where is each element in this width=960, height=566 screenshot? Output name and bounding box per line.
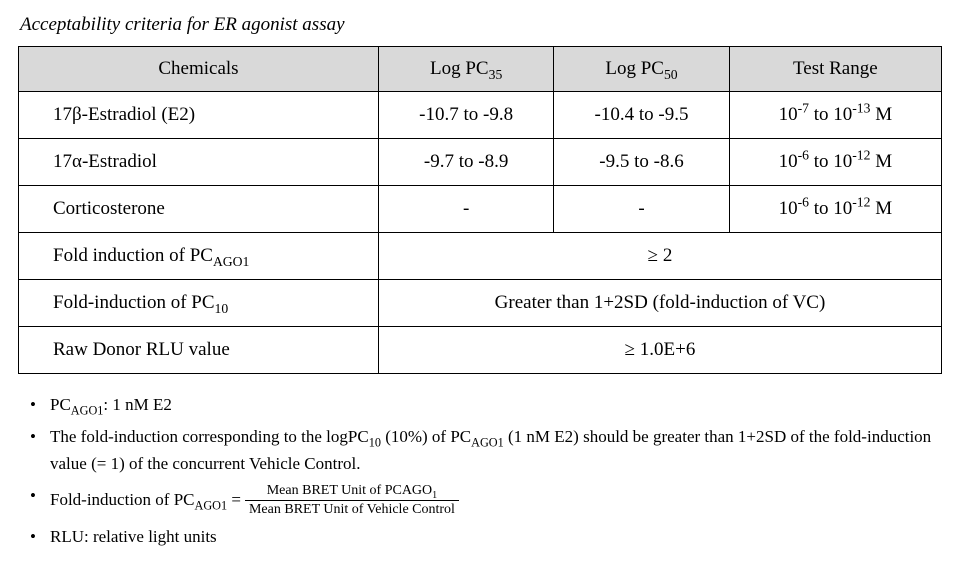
page-title: Acceptability criteria for ER agonist as… [20,14,942,36]
note-fold-explain: The fold-induction corresponding to the … [50,424,942,477]
cell-chem-fold-ago1: Fold induction of PCAGO1 [19,233,379,280]
header-logpc50-prefix: Log PC [605,58,664,79]
table-row: Fold induction of PCAGO1 ≥ 2 [19,233,942,280]
range-sup-a: -7 [798,101,809,116]
cell-chem-rlu: Raw Donor RLU value [19,327,379,374]
note-rlu: RLU: relative light units [50,524,942,550]
table-row: Raw Donor RLU value ≥ 1.0E+6 [19,327,942,374]
note-pc-ago1: PCAGO1: 1 nM E2 [50,392,942,418]
range-sup-b: -13 [852,101,870,116]
criteria-table: Chemicals Log PC35 Log PC50 Test Range 1… [18,46,942,374]
cell-chem-fold-pc10: Fold-induction of PC10 [19,280,379,327]
range-mid: to 10 [809,104,852,125]
cell-pc50-cort: - [554,186,729,233]
cell-range-cort: 10-6 to 10-12 M [729,186,941,233]
header-logpc35: Log PC35 [378,47,553,92]
note-item: • Fold-induction of PCAGO1 = Mean BRET U… [24,483,942,518]
range-unit: M [870,151,892,172]
bullet-icon: • [24,392,50,418]
range-sup-b: -12 [852,148,870,163]
cell-value-rlu: ≥ 1.0E+6 [378,327,941,374]
cell-range-e2a: 10-6 to 10-12 M [729,139,941,186]
n1-sub: AGO1 [71,403,104,417]
n1-prefix: PC [50,395,71,414]
note-item: • PCAGO1: 1 nM E2 [24,392,942,418]
fraction: Mean BRET Unit of PCAGO1 Mean BRET Unit … [245,483,459,518]
cell-value-fold-pc10: Greater than 1+2SD (fold-induction of VC… [378,280,941,327]
range-unit: M [870,104,892,125]
notes-block: • PCAGO1: 1 nM E2 • The fold-induction c… [24,392,942,551]
range-sup-a: -6 [798,148,809,163]
header-logpc35-sub: 35 [489,67,503,82]
fold-pc10-sub: 10 [215,301,229,316]
note-item: • RLU: relative light units [24,524,942,550]
table-row: Fold-induction of PC10 Greater than 1+2S… [19,280,942,327]
fold-ago1-sub: AGO1 [213,254,249,269]
cell-pc35-e2a: -9.7 to -8.9 [378,139,553,186]
range-mid: to 10 [809,151,852,172]
n2-sub2: AGO1 [471,436,504,450]
fold-ago1-prefix: Fold induction of PC [53,245,213,266]
note-fold-formula: Fold-induction of PCAGO1 = Mean BRET Uni… [50,483,942,518]
cell-pc50-e2: -10.4 to -9.5 [554,92,729,139]
range-unit: M [870,198,892,219]
bullet-icon: • [24,424,50,450]
fraction-denominator: Mean BRET Unit of Vehicle Control [245,501,459,518]
n3-num-sub: 1 [432,490,437,501]
n3-eq: = [227,490,241,509]
bullet-icon: • [24,483,50,509]
n3-num-a: Mean BRET Unit of PCAGO [267,483,432,498]
cell-pc50-e2a: -9.5 to -8.6 [554,139,729,186]
page-root: Acceptability criteria for ER agonist as… [0,0,960,551]
n1-rest: : 1 nM E2 [103,395,171,414]
range-mid: to 10 [809,198,852,219]
fraction-numerator: Mean BRET Unit of PCAGO1 [245,483,459,501]
cell-pc35-cort: - [378,186,553,233]
n3-a: Fold-induction of PC [50,490,195,509]
cell-chem-e2a: 17α-Estradiol [19,139,379,186]
range-sup-a: -6 [798,195,809,210]
table-header-row: Chemicals Log PC35 Log PC50 Test Range [19,47,942,92]
table-row: 17β-Estradiol (E2) -10.7 to -9.8 -10.4 t… [19,92,942,139]
cell-chem-cort: Corticosterone [19,186,379,233]
cell-chem-e2: 17β-Estradiol (E2) [19,92,379,139]
header-testrange: Test Range [729,47,941,92]
cell-value-fold-ago1: ≥ 2 [378,233,941,280]
n3-sub: AGO1 [195,499,228,513]
header-logpc50-sub: 50 [664,67,678,82]
header-logpc35-prefix: Log PC [430,58,489,79]
bullet-icon: • [24,524,50,550]
cell-range-e2: 10-7 to 10-13 M [729,92,941,139]
table-row: 17α-Estradiol -9.7 to -8.9 -9.5 to -8.6 … [19,139,942,186]
n2-b: (10%) of PC [381,427,471,446]
n2-sub1: 10 [369,436,381,450]
cell-pc35-e2: -10.7 to -9.8 [378,92,553,139]
header-logpc50: Log PC50 [554,47,729,92]
range-sup-b: -12 [852,195,870,210]
fold-pc10-prefix: Fold-induction of PC [53,292,215,313]
table-row: Corticosterone - - 10-6 to 10-12 M [19,186,942,233]
note-item: • The fold-induction corresponding to th… [24,424,942,477]
header-chemicals: Chemicals [19,47,379,92]
n2-a: The fold-induction corresponding to the … [50,427,369,446]
